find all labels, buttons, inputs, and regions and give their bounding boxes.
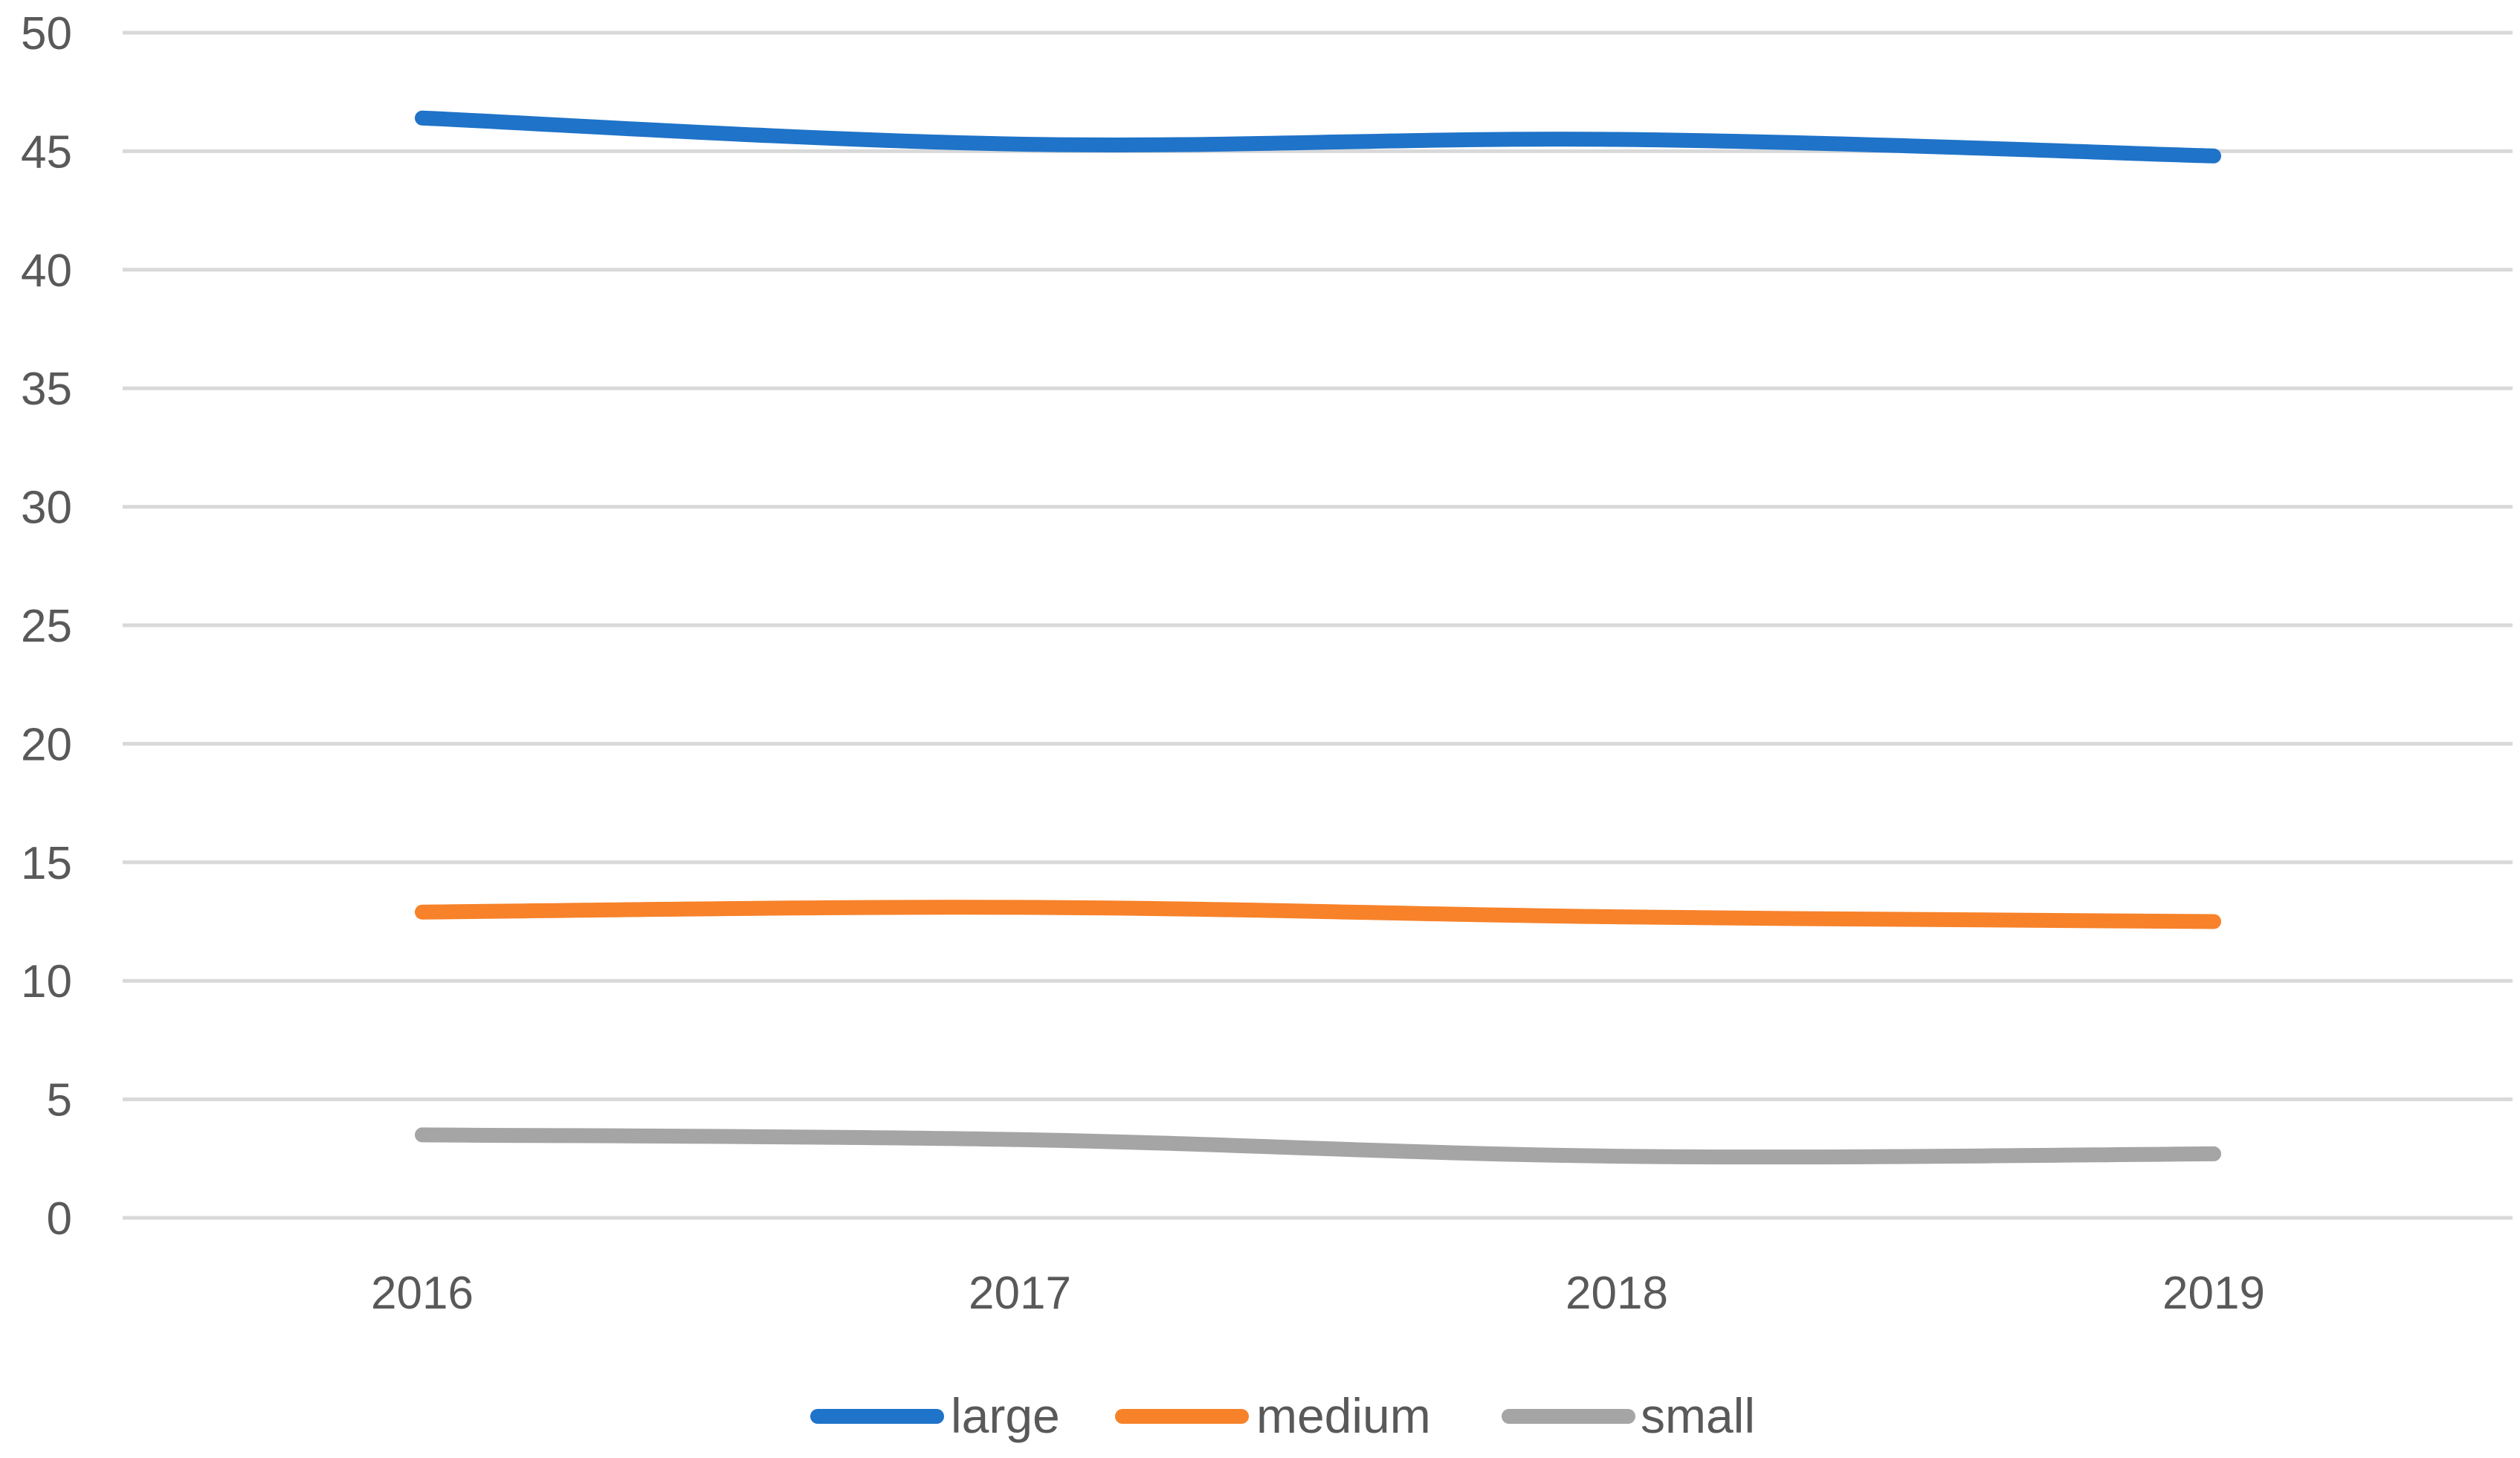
y-tick-label: 50	[21, 8, 72, 59]
x-tick-label: 2017	[969, 1268, 1071, 1319]
legend-label-small: small	[1641, 1388, 1755, 1443]
x-tick-label: 2016	[371, 1268, 474, 1319]
y-tick-label: 15	[21, 838, 72, 889]
series-lines	[415, 110, 2221, 1165]
legend-item-large: large	[810, 1388, 1060, 1443]
y-tick-label: 45	[21, 126, 72, 178]
x-axis-tick-labels: 2016 2017 2018 2019	[371, 1268, 2265, 1319]
y-tick-label: 25	[21, 601, 72, 652]
x-tick-label: 2018	[1566, 1268, 1668, 1319]
x-tick-label: 2019	[2162, 1268, 2265, 1319]
legend-label-medium: medium	[1256, 1388, 1431, 1443]
y-tick-label: 35	[21, 364, 72, 415]
y-tick-label: 10	[21, 956, 72, 1007]
legend-item-small: small	[1502, 1388, 1755, 1443]
gridlines	[123, 30, 2513, 1220]
series-line-medium	[415, 900, 2221, 929]
legend: large medium small	[810, 1388, 1755, 1443]
series-line-large	[415, 110, 2221, 164]
legend-label-large: large	[951, 1388, 1060, 1443]
legend-item-medium: medium	[1115, 1388, 1431, 1443]
y-tick-label: 30	[21, 483, 72, 534]
y-tick-label: 40	[21, 245, 72, 297]
y-axis-tick-labels: 0 5 10 15 20 25 30 35 40 45 50	[21, 8, 72, 1245]
y-tick-label: 20	[21, 719, 72, 770]
series-line-small	[415, 1127, 2221, 1165]
y-tick-label: 5	[47, 1075, 72, 1126]
y-tick-label: 0	[47, 1193, 72, 1245]
